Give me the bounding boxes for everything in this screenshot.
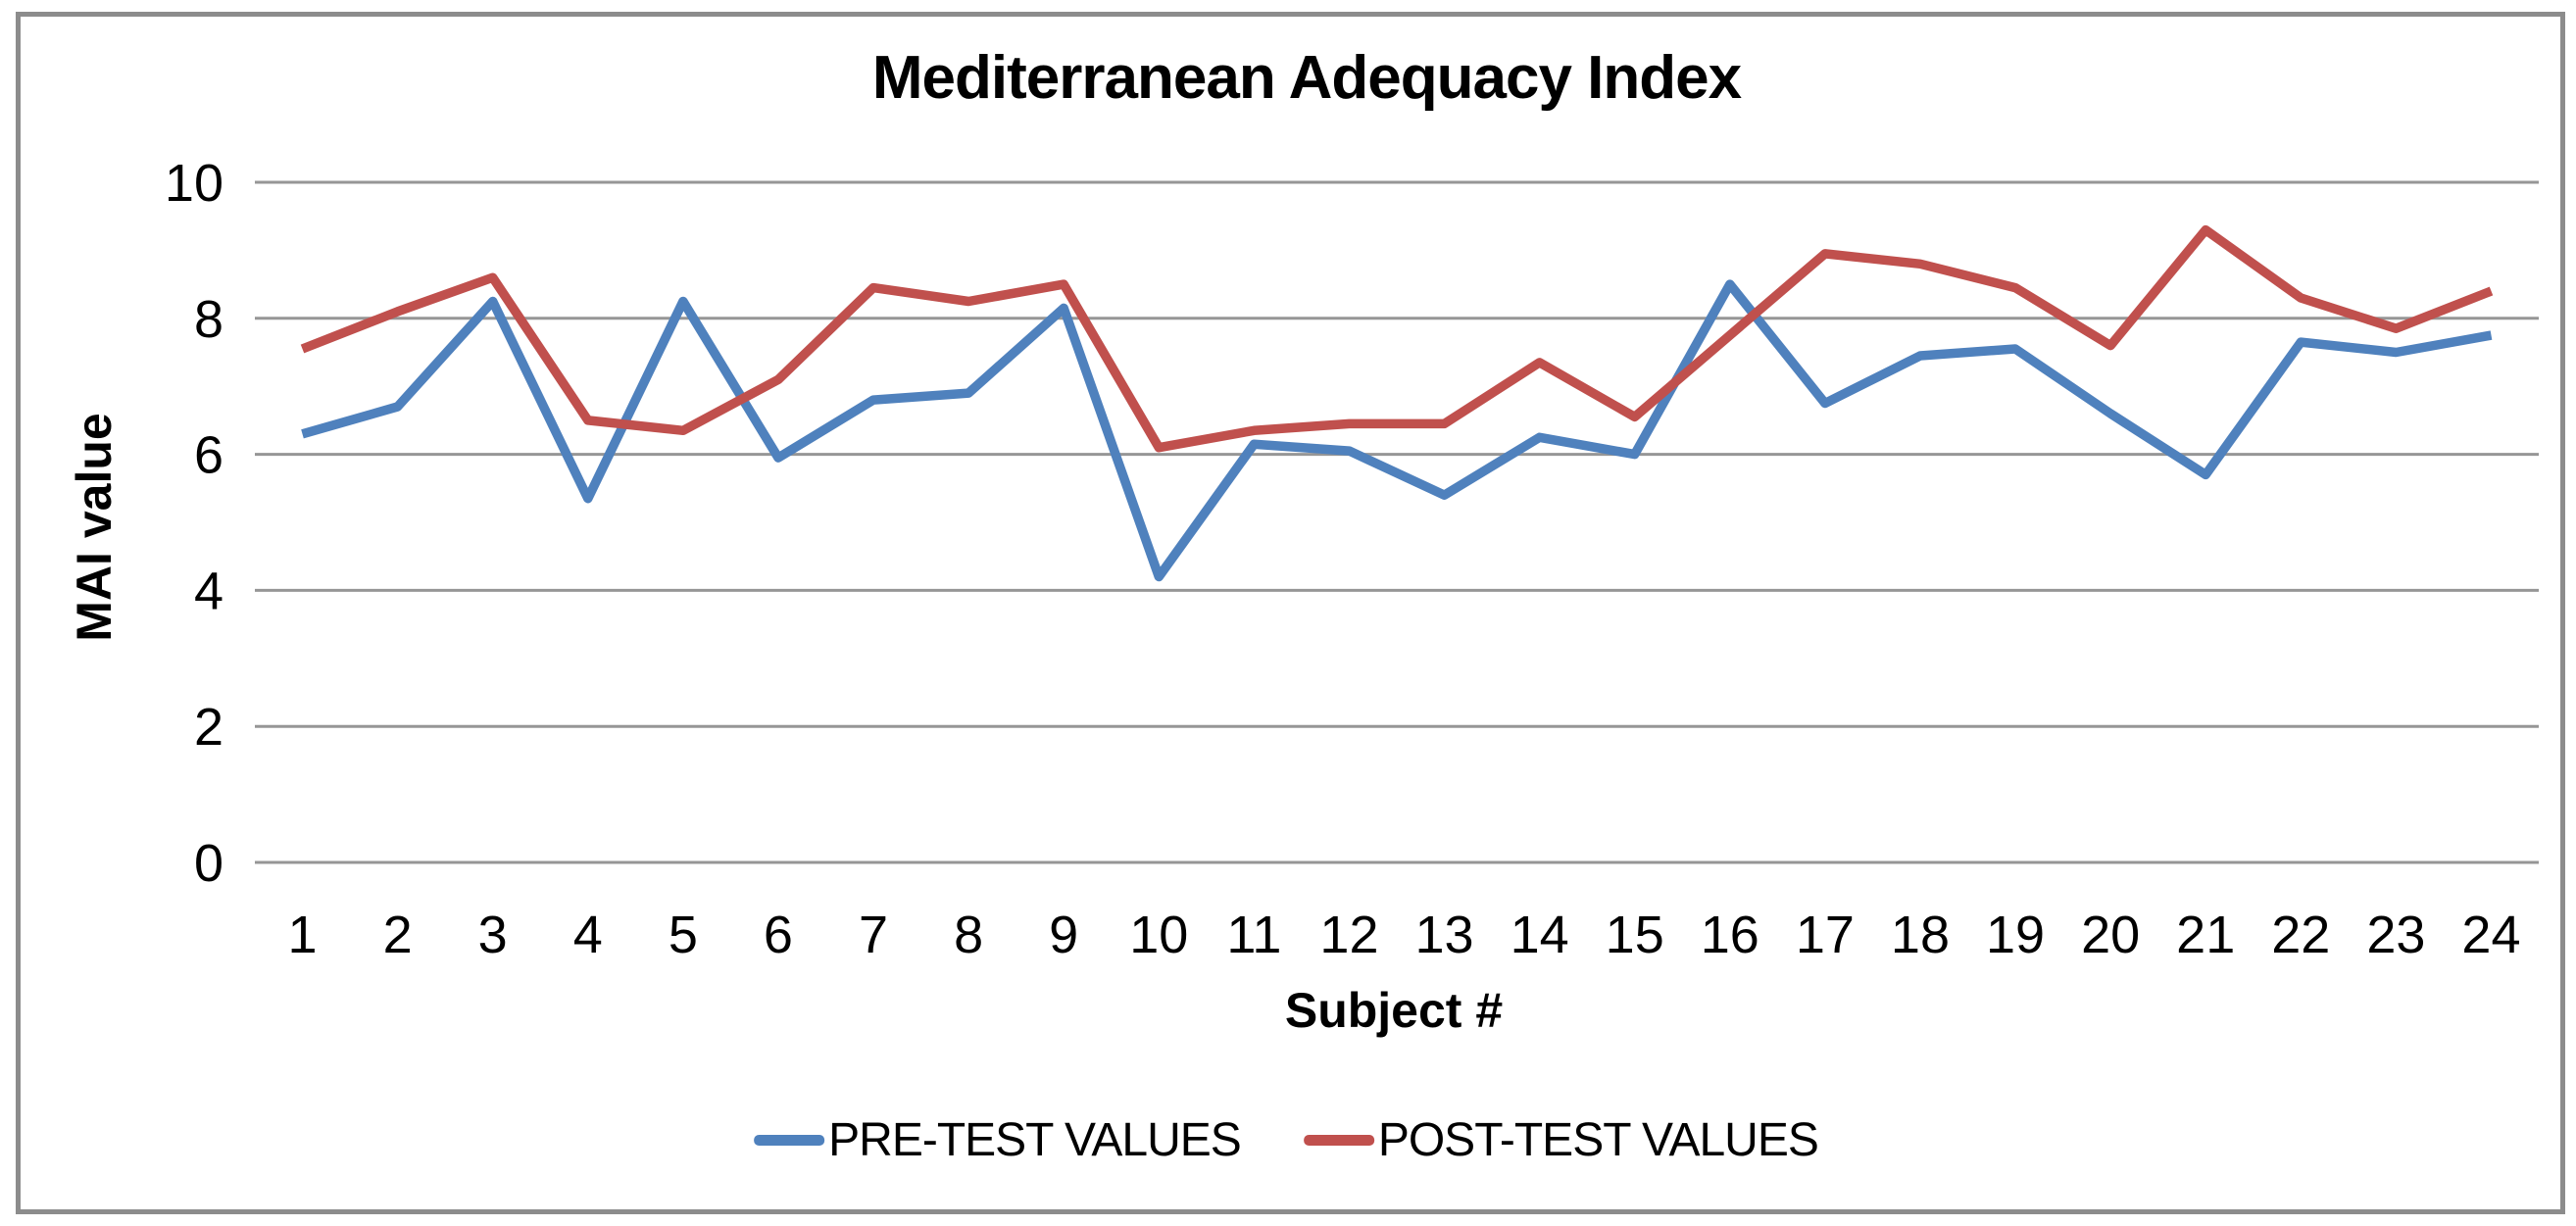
legend-label-pre-test: PRE-TEST VALUES [828,1114,1242,1166]
legend: PRE-TEST VALUES POST-TEST VALUES [754,1113,1819,1167]
x-tick-label: 18 [1891,906,1950,964]
legend-item-post-test: POST-TEST VALUES [1303,1113,1819,1167]
x-tick-label: 23 [2366,906,2425,964]
y-tick-label: 2 [194,698,223,757]
legend-label-post-test: POST-TEST VALUES [1377,1114,1819,1166]
x-tick-label: 7 [859,906,888,964]
x-tick-label: 4 [573,906,603,964]
x-tick-label: 22 [2271,906,2330,964]
chart-frame [16,12,2565,1214]
x-tick-label: 14 [1511,906,1569,964]
chart-title: Mediterranean Adequacy Index [871,44,1742,112]
x-tick-label: 10 [1129,906,1188,964]
y-tick-label: 4 [194,562,223,620]
x-tick-label: 13 [1415,906,1474,964]
x-tick-label: 11 [1226,906,1281,964]
x-tick-label: 12 [1319,906,1378,964]
y-tick-label: 0 [194,834,223,893]
x-tick-label: 24 [2461,906,2520,964]
x-tick-label: 19 [1986,906,2045,964]
x-axis-title: Subject # [1284,983,1504,1038]
legend-item-pre-test: PRE-TEST VALUES [754,1113,1242,1167]
pre-test-values-line [301,279,2493,582]
x-tick-label: 1 [288,906,318,964]
x-tick-label: 6 [764,906,793,964]
x-tick-label: 16 [1701,906,1759,964]
x-tick-label: 3 [478,906,508,964]
y-tick-label: 10 [165,154,223,213]
x-tick-label: 21 [2176,906,2235,964]
x-tick-label: 9 [1049,906,1078,964]
x-tick-label: 5 [669,906,698,964]
x-tick-label: 2 [383,906,413,964]
x-tick-label: 8 [954,906,983,964]
x-tick-label: 15 [1606,906,1664,964]
y-tick-label: 8 [194,290,223,349]
pre-test-line-swatch-icon [754,1135,825,1146]
post-test-values-line [300,224,2494,453]
x-tick-label: 20 [2081,906,2140,964]
y-tick-label: 6 [194,426,223,485]
post-test-line-swatch-icon [1303,1135,1374,1146]
x-tick-label: 17 [1796,906,1855,964]
